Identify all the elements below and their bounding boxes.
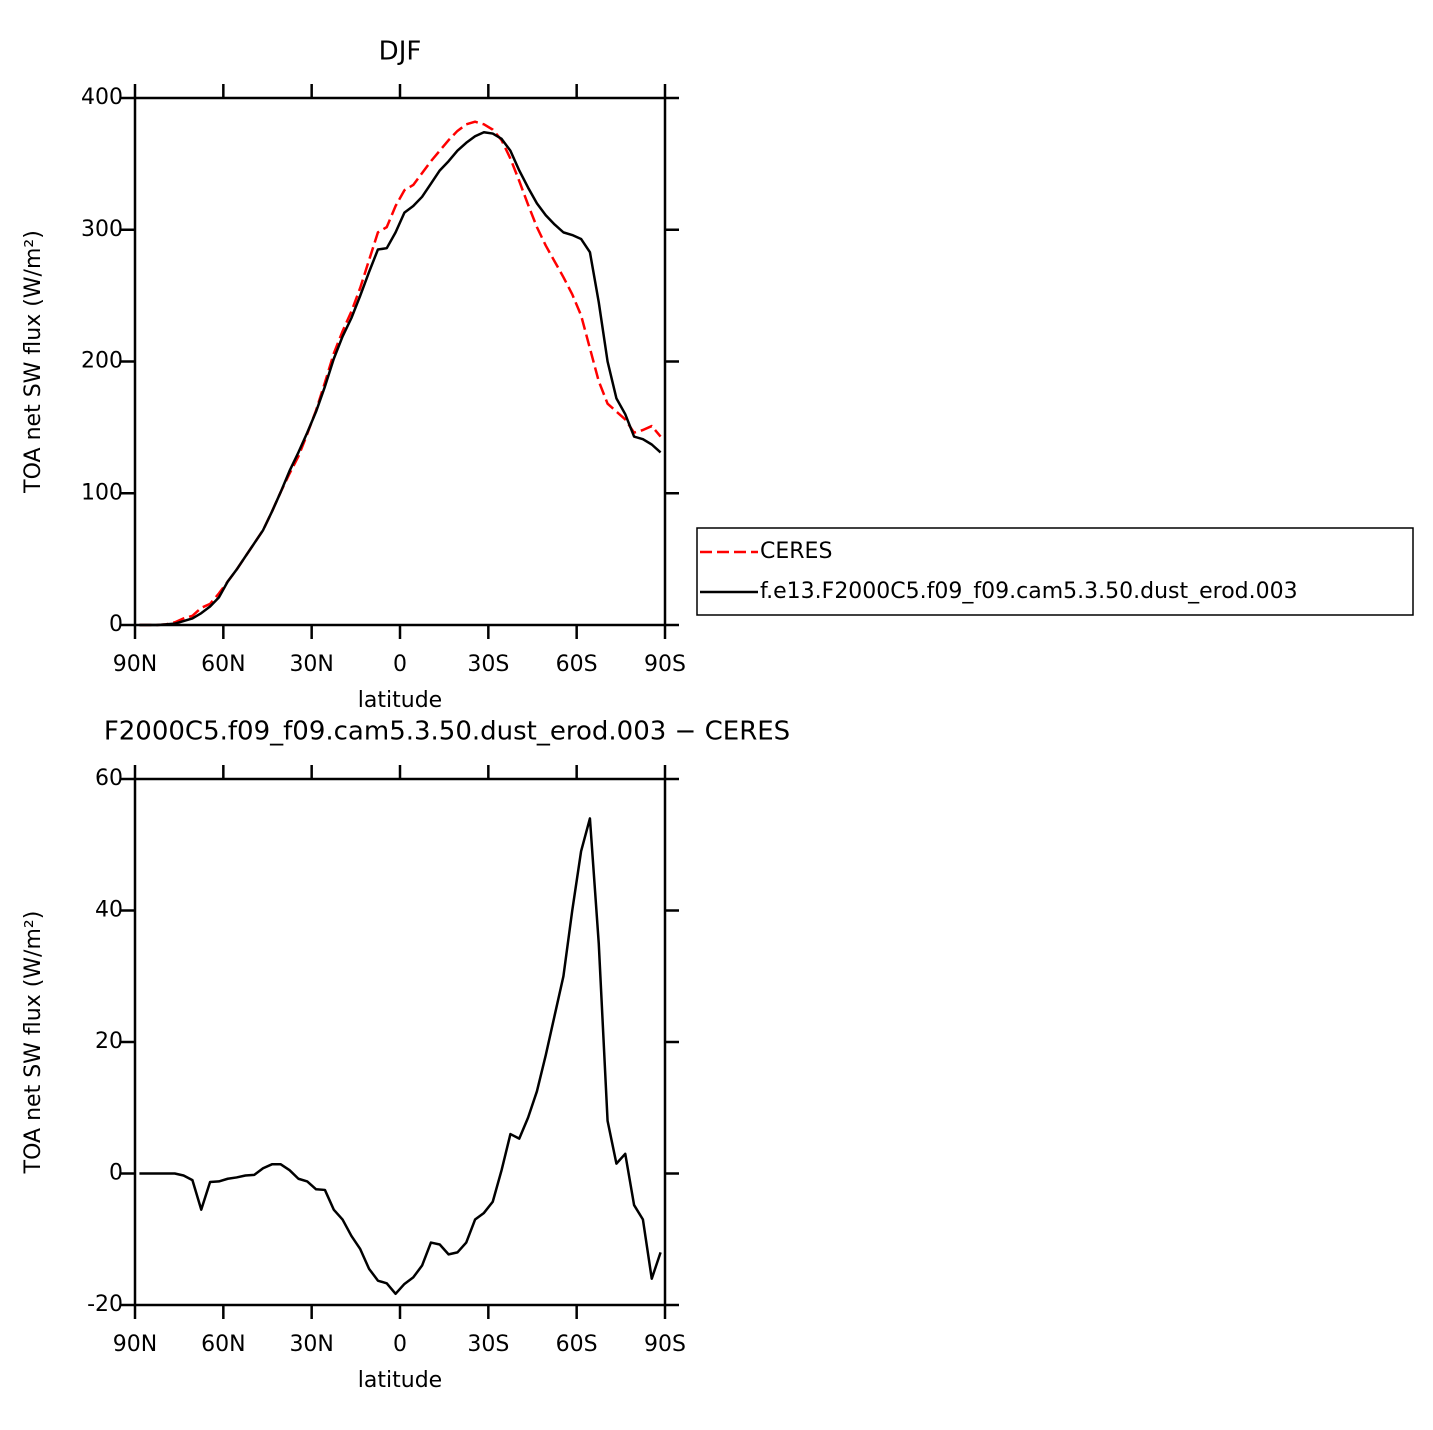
x-tick-label: 60N	[201, 1332, 245, 1357]
x-tick-label: 60N	[201, 652, 245, 677]
x-tick-label: 30N	[289, 1332, 333, 1357]
y-tick-label: 100	[81, 480, 123, 505]
x-tick-label: 90S	[644, 1332, 686, 1357]
chart-title: F2000C5.f09_f09.cam5.3.50.dust_erod.003 …	[104, 717, 790, 747]
y-tick-label: 300	[81, 217, 123, 242]
y-tick-label: -20	[87, 1292, 123, 1317]
x-tick-label: 30S	[467, 1332, 509, 1357]
plot-frame	[133, 777, 667, 1307]
x-tick-label: 90N	[113, 652, 157, 677]
x-tick-label: 90N	[113, 1332, 157, 1357]
y-tick-label: 20	[95, 1029, 123, 1054]
legend-label: CERES	[760, 539, 832, 564]
y-axis-label: TOA net SW flux (W/m²)	[21, 230, 46, 494]
y-tick-label: 400	[81, 85, 123, 110]
legend-box	[696, 527, 1414, 616]
x-tick-label: 60S	[556, 1332, 598, 1357]
x-axis-label: latitude	[358, 1368, 442, 1393]
x-tick-label: 0	[393, 1332, 407, 1357]
legend-label: f.e13.F2000C5.f09_f09.cam5.3.50.dust_ero…	[760, 579, 1298, 604]
x-axis-label: latitude	[358, 688, 442, 713]
y-tick-label: 40	[95, 898, 123, 923]
x-tick-label: 60S	[556, 652, 598, 677]
plot-frame	[133, 96, 667, 627]
x-tick-label: 30S	[467, 652, 509, 677]
x-tick-label: 30N	[289, 652, 333, 677]
x-tick-label: 90S	[644, 652, 686, 677]
y-axis-label: TOA net SW flux (W/m²)	[21, 911, 46, 1175]
y-tick-label: 0	[109, 1161, 123, 1186]
x-tick-label: 0	[393, 652, 407, 677]
y-tick-label: 0	[109, 612, 123, 637]
chart-title: DJF	[379, 37, 422, 67]
data-line	[139, 131, 662, 627]
y-tick-label: 60	[95, 766, 123, 791]
y-tick-label: 200	[81, 349, 123, 374]
data-line	[139, 817, 662, 1296]
data-line	[139, 120, 662, 627]
